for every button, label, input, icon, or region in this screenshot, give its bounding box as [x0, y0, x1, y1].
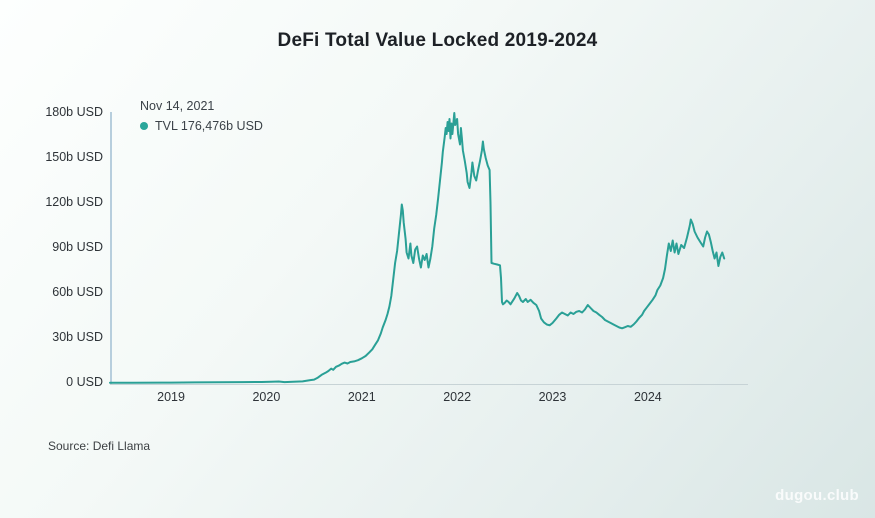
source-note: Source: Defi Llama: [48, 439, 151, 453]
y-tick-label: 120b USD: [45, 195, 103, 209]
tooltip-value-row: TVL 176,476b USD: [140, 119, 263, 133]
x-tick-label: 2021: [347, 390, 376, 404]
tooltip-value: TVL 176,476b USD: [155, 119, 263, 133]
chart-title: DeFi Total Value Locked 2019-2024: [277, 30, 598, 51]
y-tick-label: 180b USD: [45, 105, 103, 119]
tooltip: Nov 14, 2021 TVL 176,476b USD: [140, 99, 263, 133]
x-tick-label: 2023: [538, 390, 567, 404]
y-tick-label: 90b USD: [52, 240, 103, 254]
tooltip-date: Nov 14, 2021: [140, 99, 215, 113]
x-axis-line: [110, 384, 748, 385]
x-tick-label: 2020: [252, 390, 281, 404]
y-tick-label: 60b USD: [52, 285, 103, 299]
y-tick-label: 30b USD: [52, 330, 103, 344]
tvl-line-chart[interactable]: [109, 112, 748, 385]
series-dot-icon: [140, 122, 148, 130]
y-tick-label: 0 USD: [66, 375, 103, 389]
x-tick-label: 2019: [157, 390, 185, 404]
y-tick-label: 150b USD: [45, 150, 103, 164]
watermark: dugou.club: [775, 487, 859, 504]
y-axis-line: [110, 112, 112, 385]
x-tick-label: 2022: [443, 390, 472, 404]
tvl-series-path: [109, 112, 726, 384]
x-tick-label: 2024: [633, 390, 662, 404]
